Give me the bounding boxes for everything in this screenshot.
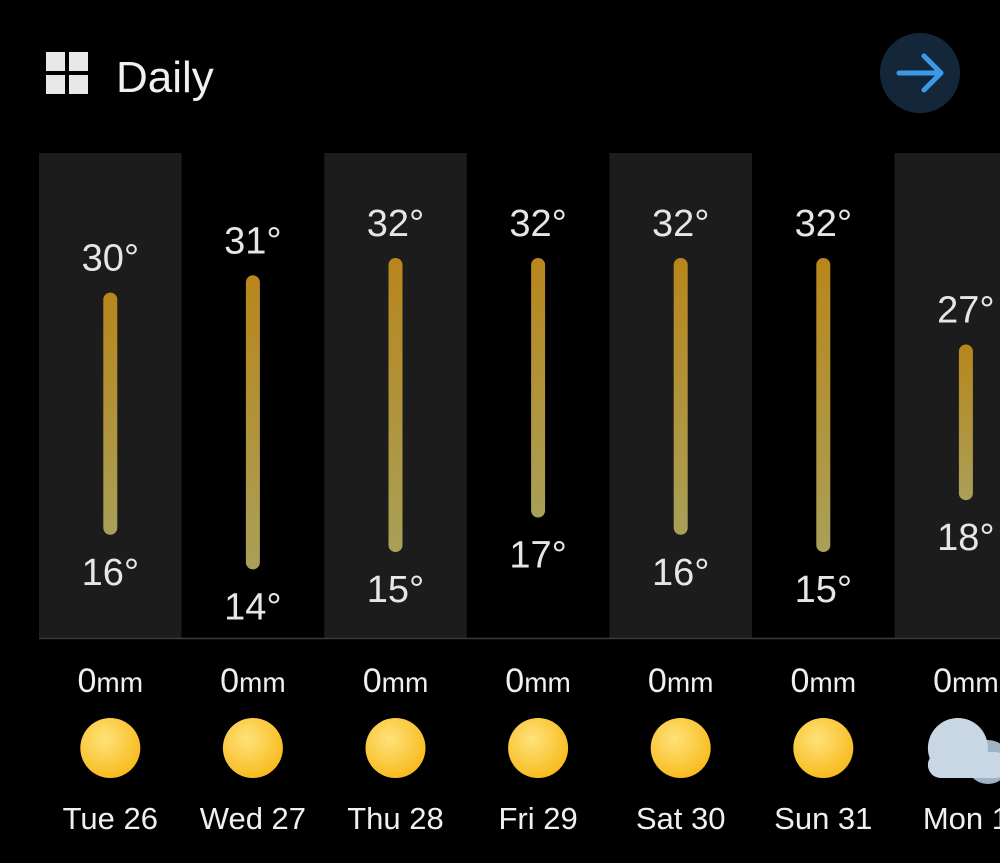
temp-range-bar [673, 258, 688, 535]
rain-unit: mm [524, 667, 571, 698]
day-label: Thu 28 [347, 801, 444, 836]
sun-icon [650, 718, 711, 778]
temp-range-bar [816, 258, 831, 553]
rain: 0mm [505, 662, 571, 700]
high-temp: 32° [367, 203, 424, 245]
day-label: Sun 31 [774, 801, 872, 836]
sun-icon [508, 718, 569, 778]
high-temp: 31° [224, 220, 281, 262]
low-temp: 16° [82, 552, 139, 594]
low-temp: 15° [795, 569, 852, 611]
temp-range-bar [245, 275, 260, 570]
cloud-icon [927, 718, 1000, 784]
rain-amount: 0 [648, 662, 667, 700]
high-temp: 32° [509, 203, 566, 245]
temp-range-bar [388, 258, 403, 553]
high-temp: 30° [82, 238, 139, 280]
low-temp: 14° [224, 586, 281, 628]
day-label: Fri 29 [498, 801, 577, 836]
day-label: Sat 30 [636, 801, 726, 836]
rain-amount: 0 [220, 662, 239, 700]
rain-unit: mm [667, 667, 714, 698]
grid-icon [46, 52, 88, 94]
cloud-part [927, 752, 1000, 778]
day-label: Tue 26 [63, 801, 158, 836]
rain-amount: 0 [933, 662, 952, 700]
day-label: Mon 1 [923, 801, 1000, 836]
rain: 0mm [363, 662, 429, 700]
sun-icon [80, 718, 141, 778]
temp-range-bar [958, 344, 973, 501]
sun-icon [793, 718, 854, 778]
rain-unit: mm [952, 667, 999, 698]
temp-range-bar [103, 292, 118, 535]
column-bg [894, 153, 1000, 638]
next-button[interactable] [880, 33, 960, 113]
sun-icon [365, 718, 426, 778]
title: Daily [116, 53, 214, 102]
rain-amount: 0 [791, 662, 810, 700]
high-temp: 32° [652, 203, 709, 245]
rain-unit: mm [809, 667, 856, 698]
low-temp: 15° [367, 569, 424, 611]
rain-unit: mm [382, 667, 429, 698]
rain: 0mm [648, 662, 714, 700]
rain-unit: mm [239, 667, 286, 698]
low-temp: 16° [652, 552, 709, 594]
rain: 0mm [78, 662, 144, 700]
rain-unit: mm [96, 667, 143, 698]
low-temp: 18° [937, 517, 994, 559]
rain: 0mm [933, 662, 999, 700]
rain-amount: 0 [505, 662, 524, 700]
temp-range-bar [531, 258, 546, 518]
sun-icon [222, 718, 283, 778]
low-temp: 17° [509, 535, 566, 577]
day-label: Wed 27 [200, 801, 306, 836]
rain: 0mm [220, 662, 286, 700]
rain-amount: 0 [78, 662, 97, 700]
high-temp: 32° [795, 203, 852, 245]
high-temp: 27° [937, 290, 994, 332]
rain: 0mm [791, 662, 857, 700]
rain-amount: 0 [363, 662, 382, 700]
